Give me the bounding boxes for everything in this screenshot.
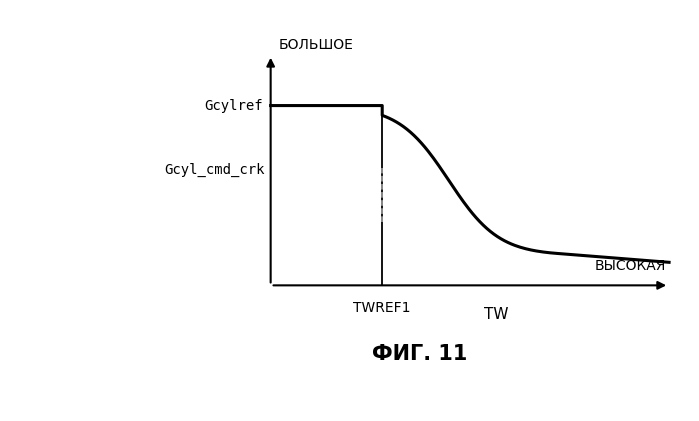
Text: Gcylref: Gcylref [204, 99, 263, 112]
Text: TWREF1: TWREF1 [354, 301, 411, 315]
Text: ВЫСОКАЯ: ВЫСОКАЯ [595, 259, 666, 273]
Text: ФИГ. 11: ФИГ. 11 [372, 344, 467, 364]
Text: TW: TW [484, 307, 509, 322]
Text: Gcyl_cmd_crk: Gcyl_cmd_crk [164, 163, 265, 177]
Text: БОЛЬШОЕ: БОЛЬШОЕ [279, 38, 354, 52]
